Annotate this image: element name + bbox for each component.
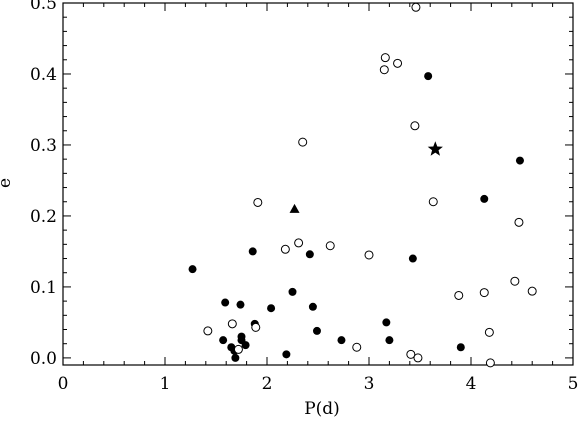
- filled-circle-point: [267, 304, 276, 313]
- x-tick-label: 5: [568, 374, 578, 394]
- open-circle-point: [510, 276, 520, 286]
- filled-circle-point: [241, 341, 250, 350]
- filled-circle-point: [480, 194, 489, 203]
- x-axis-ticks: 0 1 2 3 4 5: [58, 3, 578, 394]
- filled-circle-point: [221, 298, 230, 307]
- filled-circle-point: [231, 353, 240, 362]
- x-tick-label: 0: [58, 374, 69, 394]
- open-circle-point: [325, 241, 335, 251]
- open-circle-point: [411, 2, 421, 12]
- open-circle-point: [233, 344, 243, 354]
- filled-circle-point: [288, 287, 297, 296]
- y-tick-label: 0.0: [30, 349, 57, 369]
- filled-circle-point: [282, 350, 291, 359]
- open-circle-point: [379, 65, 389, 75]
- plot-frame: [62, 2, 574, 366]
- triangle-point: [289, 203, 300, 213]
- open-circle-point: [203, 326, 213, 336]
- filled-circle-point: [312, 326, 321, 335]
- open-circle-point: [527, 286, 537, 296]
- filled-circle-point: [337, 336, 346, 345]
- data-points: [188, 2, 537, 368]
- filled-circle-point: [456, 343, 465, 352]
- open-circle-point: [479, 288, 489, 298]
- open-circle-point: [294, 238, 304, 248]
- filled-circle-point: [408, 254, 417, 263]
- x-axis-title: P(d): [304, 399, 340, 419]
- x-tick-label: 4: [466, 374, 477, 394]
- y-tick-label: 0.3: [30, 136, 57, 156]
- open-circle-point: [393, 58, 403, 68]
- filled-circle-point: [382, 318, 391, 327]
- filled-circle-point: [248, 247, 257, 256]
- filled-circle-point: [515, 156, 524, 165]
- y-tick-label: 0.1: [30, 278, 57, 298]
- y-tick-label: 0.2: [30, 207, 57, 227]
- open-circle-point: [514, 217, 524, 227]
- filled-circle-point: [305, 250, 314, 259]
- y-tick-label: 0.4: [30, 65, 57, 85]
- x-tick-label: 3: [364, 374, 375, 394]
- open-circle-point: [428, 197, 438, 207]
- filled-circle-point: [188, 265, 197, 274]
- filled-circle-point: [237, 332, 246, 341]
- y-tick-label: 0.5: [30, 0, 57, 14]
- filled-circle-point: [385, 336, 394, 345]
- open-circle-point: [251, 322, 261, 332]
- open-circle-point: [410, 121, 420, 131]
- open-circle-point: [454, 290, 464, 300]
- open-circle-point: [280, 244, 290, 254]
- open-circle-point: [413, 353, 423, 363]
- star-point: [427, 141, 443, 156]
- y-axis-ticks: 0.0 0.1 0.2 0.3 0.4 0.5: [30, 0, 573, 369]
- open-circle-point: [253, 197, 263, 207]
- open-circle-point: [352, 342, 362, 352]
- x-tick-label: 2: [262, 374, 273, 394]
- open-circle-point: [485, 358, 495, 368]
- filled-circle-point: [424, 72, 433, 81]
- open-circle-point: [298, 137, 308, 147]
- x-tick-label: 1: [160, 374, 171, 394]
- open-circle-point: [380, 53, 390, 63]
- filled-circle-point: [219, 336, 228, 345]
- filled-circle-point: [236, 300, 245, 309]
- open-circle-point: [484, 327, 494, 337]
- y-axis-title: e: [0, 178, 15, 188]
- open-circle-point: [406, 349, 416, 359]
- open-circle-point: [364, 250, 374, 260]
- filled-circle-point: [308, 302, 317, 311]
- open-circle-point: [227, 319, 237, 329]
